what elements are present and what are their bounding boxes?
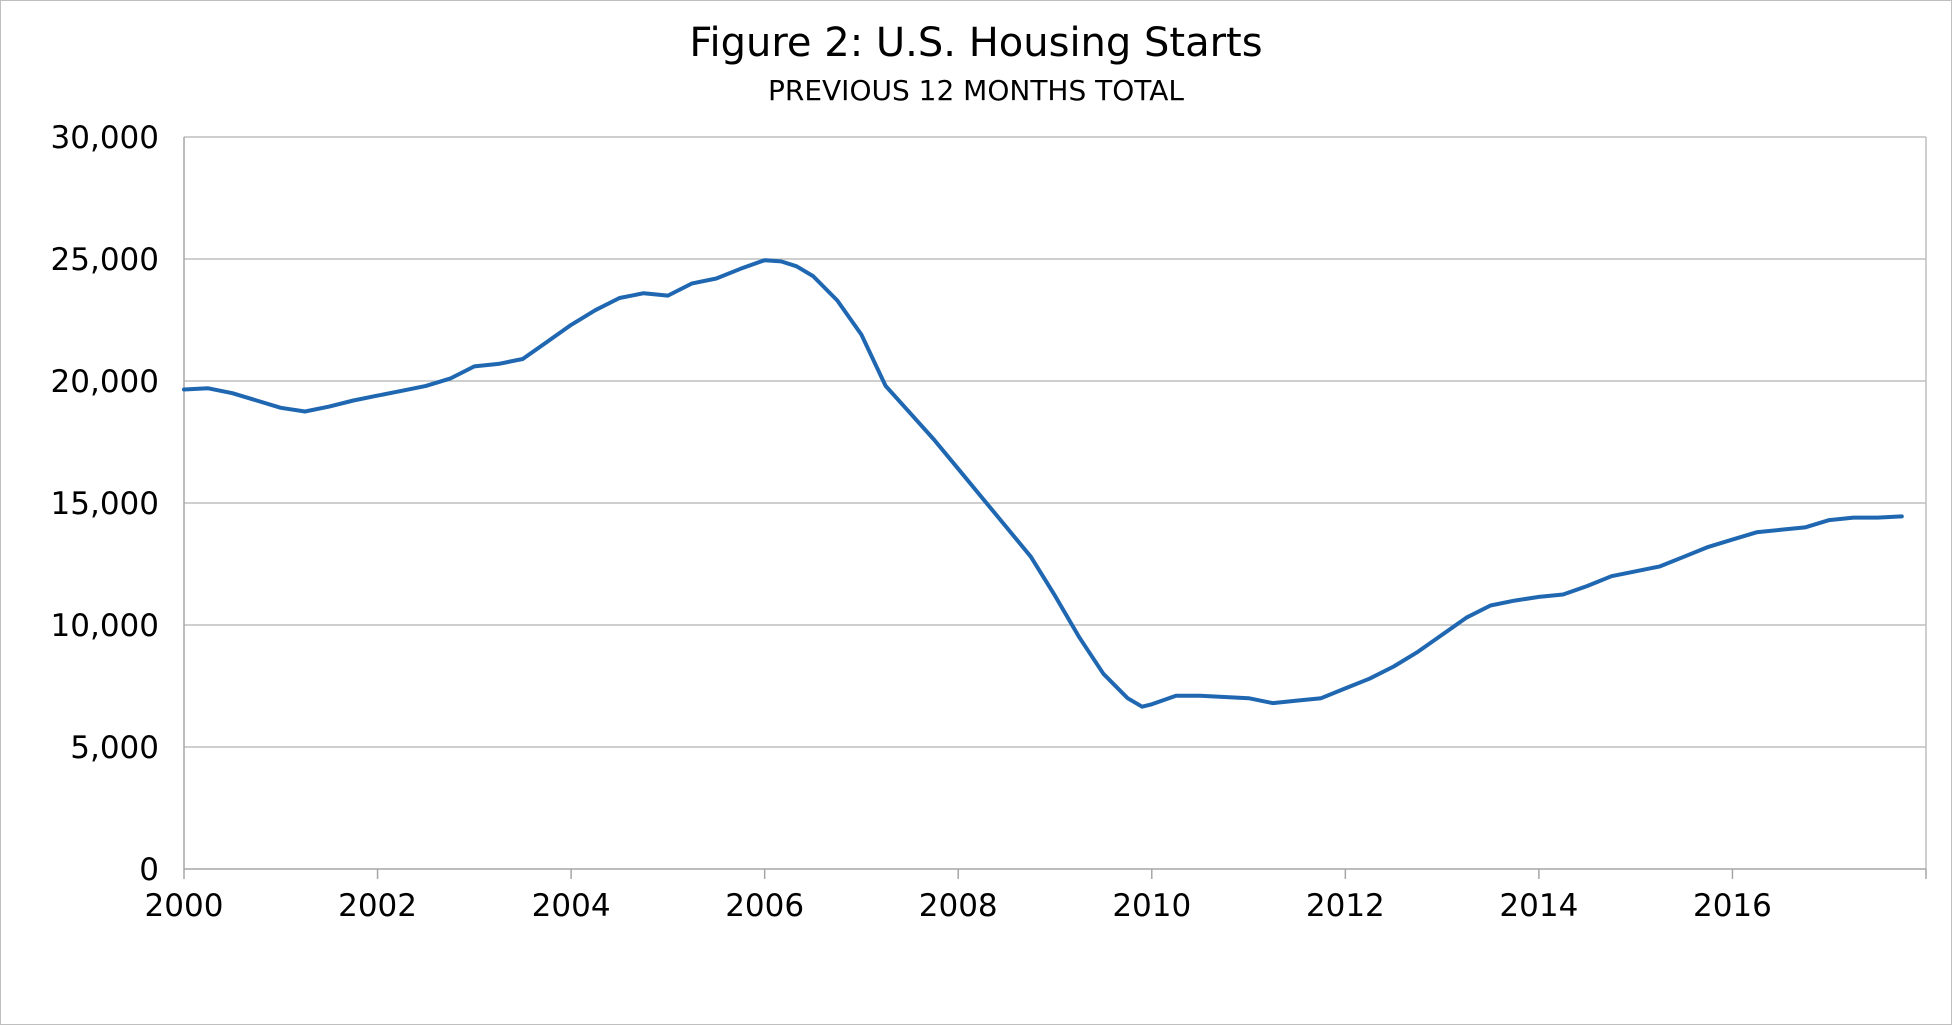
x-tick-label: 2008	[919, 888, 998, 924]
y-tick-label: 20,000	[51, 364, 159, 400]
chart-title: Figure 2: U.S. Housing Starts	[689, 20, 1262, 66]
x-tick-label: 2002	[338, 888, 417, 924]
y-tick-label: 30,000	[51, 120, 159, 156]
series-line-housing-starts	[182, 258, 1904, 709]
grid-layer	[184, 136, 1927, 869]
series-layer	[182, 258, 1904, 709]
axis-layer: 0 5,000 10,000 15,000 20,000 25,000 30,000 2000…	[51, 120, 1927, 924]
y-tick-label: 15,000	[51, 486, 159, 522]
x-tick-label: 2010	[1112, 888, 1191, 924]
y-tick-label: 5,000	[70, 730, 159, 766]
x-tick-label: 2012	[1306, 888, 1385, 924]
y-tick-label: 25,000	[51, 242, 159, 278]
y-tick-label: 0	[139, 852, 159, 888]
chart-subtitle: PREVIOUS 12 MONTHS TOTAL	[768, 74, 1184, 107]
x-tick-label: 2000	[145, 888, 224, 924]
x-tick-label: 2004	[532, 888, 611, 924]
x-tick-label: 2014	[1499, 888, 1578, 924]
y-tick-label: 10,000	[51, 608, 159, 644]
x-tick-label: 2006	[725, 888, 804, 924]
x-tick-label: 2016	[1693, 888, 1772, 924]
